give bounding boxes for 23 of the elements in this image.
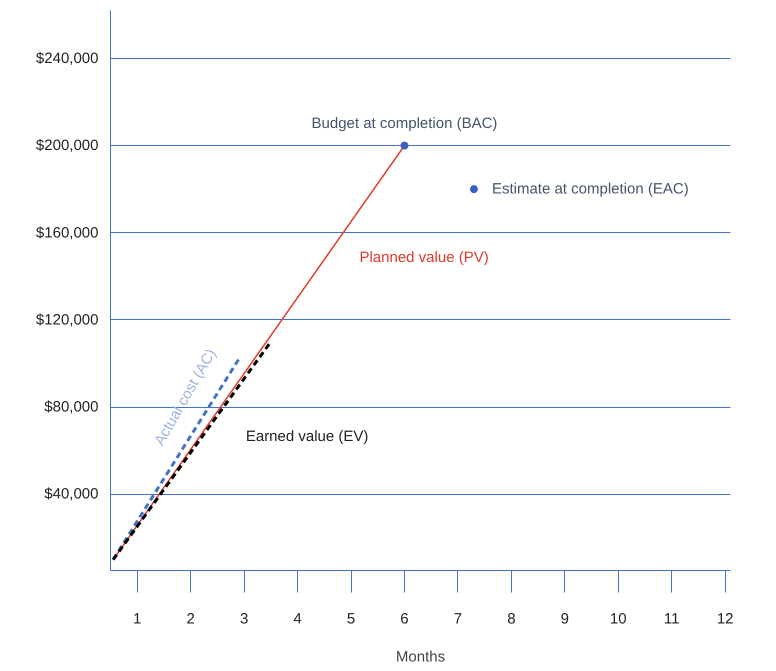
y-tick-label: $160,000 <box>36 224 99 242</box>
x-tick-label: 12 <box>716 610 734 628</box>
y-tick-label: $240,000 <box>36 50 99 67</box>
x-tick-label: 9 <box>560 610 569 628</box>
x-tick-label: 1 <box>133 610 142 628</box>
x-tick-label: 11 <box>664 610 680 628</box>
text: Earned value (EV) <box>246 428 368 446</box>
x-tick-label: 8 <box>507 610 516 628</box>
x-tick-label: 3 <box>240 610 248 628</box>
series-label: Planned value (PV) <box>359 249 489 266</box>
y-tick-label: $80,000 <box>44 398 99 416</box>
series-label: Budget at completion (BAC) <box>312 115 498 132</box>
series-label: Estimate at completion (EAC) <box>492 180 689 198</box>
y-tick-label: $120,000 <box>36 311 99 328</box>
x-tick-label: 2 <box>186 610 195 628</box>
x-axis-title: Months <box>396 648 446 666</box>
x-tick-label: 4 <box>293 610 302 628</box>
x-tick-label: 5 <box>346 610 356 628</box>
x-tick-label: 7 <box>454 610 462 628</box>
y-tick-label: $200,000 <box>36 137 99 154</box>
x-tick-label: 10 <box>610 610 627 628</box>
x-tick-label: 6 <box>400 610 409 628</box>
y-tick-label: $40,000 <box>44 486 99 503</box>
